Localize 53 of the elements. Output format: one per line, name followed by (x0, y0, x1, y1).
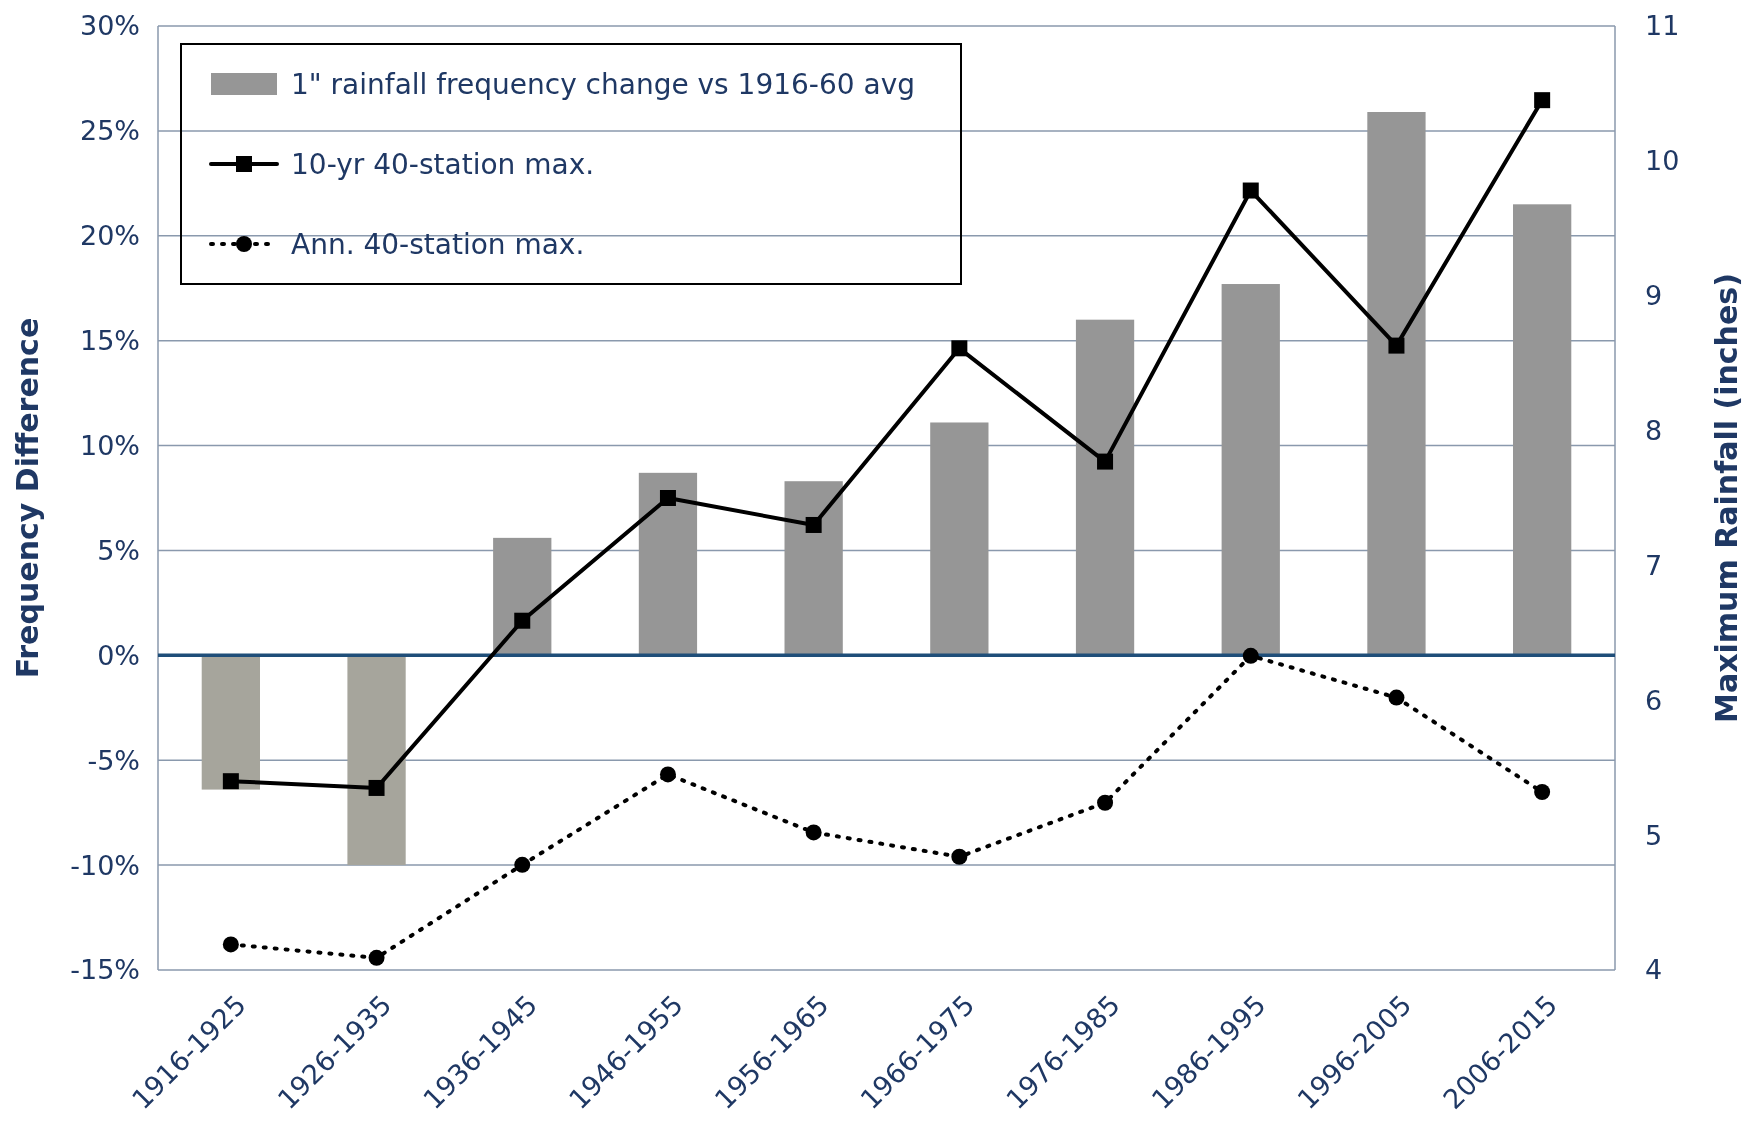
point (368, 949, 385, 966)
y-tick-label: -5% (87, 744, 140, 776)
point (1097, 794, 1114, 811)
y2-axis-title: Maximum Rainfall (inches) (1709, 273, 1744, 723)
point (222, 936, 239, 953)
point (1534, 783, 1551, 800)
point (222, 773, 239, 790)
y2-tick-label: 11 (1645, 10, 1680, 42)
point (514, 612, 531, 629)
y-tick-label: 30% (79, 10, 140, 42)
bar (1367, 112, 1426, 656)
y2-tick-label: 6 (1645, 684, 1663, 716)
point (1534, 92, 1551, 109)
point (1242, 647, 1259, 664)
bar (347, 655, 406, 866)
point (659, 490, 676, 506)
point (1097, 453, 1114, 470)
y-tick-label: 20% (79, 220, 140, 252)
y2-tick-label: 7 (1645, 549, 1663, 581)
point (805, 824, 822, 841)
bar (1221, 284, 1280, 656)
point (805, 516, 822, 533)
point (659, 766, 676, 783)
bar (930, 422, 989, 656)
bar (201, 655, 260, 790)
y-tick-label: 15% (79, 325, 140, 357)
y2-tick-label: 10 (1645, 145, 1680, 177)
point (1388, 689, 1405, 706)
y2-tick-label: 8 (1645, 415, 1663, 447)
y2-tick-label: 9 (1645, 280, 1663, 312)
point (368, 779, 385, 796)
bar (638, 472, 698, 656)
bar (1513, 204, 1572, 656)
y-tick-label: -15% (70, 954, 140, 986)
bar (784, 481, 843, 656)
legend-label: 1" rainfall frequency change vs 1916-60 avg (291, 67, 915, 101)
y2-tick-label: 5 (1645, 819, 1663, 851)
legend-label: 10-yr 40-station max. (291, 147, 595, 181)
y-axis-title: Frequency Difference (10, 317, 45, 679)
bar (1075, 319, 1135, 656)
point (1388, 337, 1405, 354)
y2-tick-label: 4 (1645, 954, 1663, 986)
point (514, 856, 531, 873)
y-tick-label: 10% (79, 430, 140, 462)
point (951, 848, 968, 865)
y-tick-label: 0% (97, 639, 140, 671)
legend-label: Ann. 40-station max. (291, 227, 585, 261)
point (951, 340, 968, 357)
y-tick-label: -10% (70, 849, 140, 881)
y-tick-label: 5% (97, 534, 140, 566)
bar (493, 537, 552, 656)
y-tick-label: 25% (79, 115, 140, 147)
point (1242, 182, 1259, 199)
